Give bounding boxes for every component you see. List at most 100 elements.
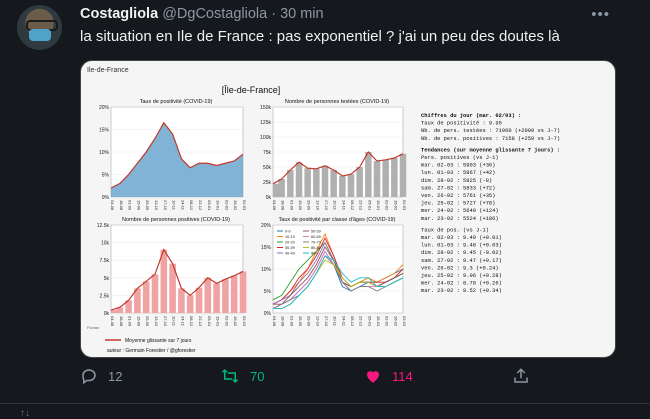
rate-row: jeu. 25-02 : 9.06 (+0.28) xyxy=(421,273,502,279)
legend-entry: 60-69 xyxy=(311,235,321,239)
action-bar: 12 70 114 xyxy=(80,367,620,389)
bar xyxy=(222,279,229,313)
x-tick-label: 08-12 xyxy=(350,200,355,211)
stats-line: Taux de positivité : 9.95 xyxy=(421,121,502,127)
x-tick-label: 02-03 xyxy=(242,200,247,211)
bar xyxy=(273,183,280,197)
bar xyxy=(178,288,185,313)
x-tick-label: 01-09 xyxy=(289,200,294,211)
x-tick-label: 24-11 xyxy=(180,200,185,211)
rate-row: lun. 01-03 : 9.48 (+0.03) xyxy=(421,243,502,249)
positives-row: mar. 23-02 : 5524 (+186) xyxy=(421,216,499,222)
x-tick-label: 15-09 xyxy=(136,200,141,211)
reply-count: 12 xyxy=(108,368,123,384)
x-tick-label: 05-01 xyxy=(367,316,372,327)
panel-4: 20% 15% 10% 5% 0%04-08 18-08 01-09 15-09 29-09 13… xyxy=(261,223,407,327)
y-tick-label: 0% xyxy=(264,311,272,317)
y-tick-label: 100k xyxy=(260,135,271,141)
rate-row: ven. 26-02 : 9.3 (+0.24) xyxy=(421,265,499,271)
x-tick-label: 04-08 xyxy=(110,316,115,327)
y-tick-label: 10k xyxy=(101,241,110,247)
like-count: 114 xyxy=(392,368,413,384)
display-name[interactable]: Costagliola xyxy=(80,6,159,22)
positives-row: sam. 27-02 : 5833 (+72) xyxy=(421,185,495,191)
x-tick-label: 16-02 xyxy=(233,316,238,327)
x-tick-label: 27-10 xyxy=(163,316,168,327)
rate-row: mer. 24-02 : 8.78 (+0.26) xyxy=(421,281,502,287)
x-tick-label: 27-10 xyxy=(163,200,168,211)
bar xyxy=(399,153,407,197)
bar xyxy=(134,288,141,313)
bar xyxy=(365,152,372,197)
rate-row: mar. 23-02 : 8.52 (+0.34) xyxy=(421,288,502,294)
reply-button[interactable]: 12 xyxy=(80,367,122,385)
y-tick-label: 50k xyxy=(263,165,272,171)
positives-row: lun. 01-03 : 5867 (+42) xyxy=(421,170,495,176)
like-button[interactable]: 114 xyxy=(364,367,413,385)
legend-entry: 0-9 xyxy=(285,230,291,234)
legend-entry: 50-59 xyxy=(311,230,321,234)
x-tick-label: 10-11 xyxy=(333,200,338,211)
panel2-title: Nombre de personnes testées (COVID-19) xyxy=(285,99,389,105)
bar xyxy=(230,275,238,313)
bar xyxy=(347,174,355,197)
legend-entry: 10-19 xyxy=(285,235,295,239)
y-tick-label: 75k xyxy=(263,150,272,156)
bar xyxy=(287,170,294,197)
x-tick-label: 18-08 xyxy=(281,200,286,211)
share-button[interactable] xyxy=(512,367,530,385)
x-tick-label: 08-12 xyxy=(189,200,194,211)
x-tick-label: 29-09 xyxy=(307,316,312,327)
x-tick-label: 08-12 xyxy=(350,316,355,327)
bar xyxy=(321,165,329,197)
x-tick-label: 02-02 xyxy=(224,200,229,211)
bar xyxy=(391,158,398,197)
retweet-button[interactable]: 70 xyxy=(220,367,264,385)
left-tag: Fiorian xyxy=(87,325,99,330)
x-tick-label: 04-08 xyxy=(272,200,277,211)
x-tick-label: 29-09 xyxy=(145,316,150,327)
tweet-text: la situation en Ile de France : pas expo… xyxy=(80,28,560,45)
legend-entry: 30-39 xyxy=(285,246,295,250)
positives-header: Pers. positives (vs J-1) xyxy=(421,155,499,161)
more-options-icon[interactable]: ••• xyxy=(591,6,610,23)
y-tick-label: 0k xyxy=(104,311,110,317)
bar xyxy=(142,281,150,313)
y-tick-label: 20% xyxy=(99,105,110,111)
bar xyxy=(278,179,285,197)
y-tick-label: 0% xyxy=(102,195,110,201)
avatar[interactable] xyxy=(17,5,62,50)
x-tick-label: 18-08 xyxy=(281,316,286,327)
corner-label: Ile-de-France xyxy=(87,67,129,74)
bar xyxy=(160,249,168,313)
retweet-count: 70 xyxy=(250,368,265,384)
reply-icon xyxy=(82,369,96,385)
x-tick-label: 08-12 xyxy=(189,316,194,327)
heart-icon xyxy=(367,371,379,383)
moving-average-line xyxy=(110,121,244,189)
y-tick-label: 0k xyxy=(266,195,272,201)
panel3-title: Nombre de personnes positives (COVID-19) xyxy=(122,217,230,223)
x-tick-label: 16-02 xyxy=(233,200,238,211)
x-tick-label: 19-01 xyxy=(216,316,221,327)
y-tick-label: 20% xyxy=(261,223,272,229)
timestamp[interactable]: · 30 min xyxy=(271,6,324,22)
x-tick-label: 05-01 xyxy=(367,200,372,211)
x-tick-label: 18-08 xyxy=(119,200,124,211)
x-tick-label: 29-09 xyxy=(307,200,312,211)
y-tick-label: 25k xyxy=(263,180,272,186)
x-tick-label: 24-11 xyxy=(341,316,346,327)
x-tick-label: 22-12 xyxy=(359,200,364,211)
y-tick-label: 5k xyxy=(104,276,110,282)
series-line xyxy=(272,232,404,305)
rate-row: mar. 02-03 : 9.49 (+0.01) xyxy=(421,235,502,241)
bar xyxy=(151,274,159,313)
bar xyxy=(204,277,212,313)
next-tweet-hint: ↑↓ xyxy=(20,408,30,419)
x-tick-label: 04-08 xyxy=(272,316,277,327)
tweet-image[interactable]: Ile-de-France [Île-de-France] Taux de po… xyxy=(80,60,616,358)
handle[interactable]: @DgCostagliola xyxy=(162,6,268,22)
positives-row: mar. 02-03 : 5903 (+36) xyxy=(421,163,495,169)
x-tick-label: 01-09 xyxy=(289,316,294,327)
